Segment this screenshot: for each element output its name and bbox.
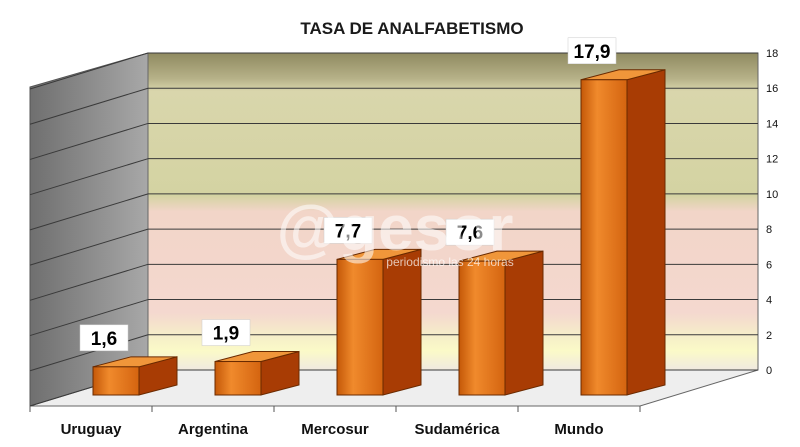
x-tick-label: Argentina [178,421,249,438]
x-tick-label: Uruguay [61,421,123,438]
x-tick-label: Mercosur [301,421,369,438]
y-tick-label: 8 [766,224,772,236]
data-label: 1,6 [91,329,117,350]
bar: 1,9 [201,319,300,396]
chart-title: TASA DE ANALFABETISMO [300,19,523,38]
data-label: 1,9 [213,324,239,345]
bar-front [458,260,506,396]
y-tick-label: 18 [766,48,778,60]
y-tick-label: 0 [766,365,772,377]
data-label: 7,6 [457,223,483,244]
side-gridline [29,122,149,160]
y-tick-label: 16 [766,83,778,95]
side-gridline [29,263,149,301]
side-gridline [29,334,149,372]
y-tick-label: 10 [766,189,778,201]
bar-side [626,69,666,396]
side-gridline [29,52,149,90]
y-axis: 0 2 4 6 8 10 12 14 16 18 [766,48,778,377]
data-label-box [567,37,617,65]
x-tick-label: Sudamérica [414,421,500,438]
y-tick-label: 2 [766,330,772,342]
bar-front [580,79,628,396]
x-tick-label: Mundo [554,421,603,438]
watermark-text: periodismo las 24 horas [386,255,513,269]
y-tick-label: 12 [766,154,778,166]
side-gridline [29,193,149,231]
bar-side [382,248,422,396]
watermark-logo: @gesor [277,192,514,264]
data-label-box [201,319,251,346]
side-gridline [29,158,149,196]
data-label-box [445,218,495,246]
bar-front [214,361,262,396]
y-tick-label: 4 [766,295,772,307]
bar-front [92,366,140,396]
watermark: @gesor periodismo las 24 horas [277,192,514,269]
bar: 1,6 [79,324,178,396]
bars: 1,6 1,9 7,7 7,6 17,9 [79,37,666,396]
x-axis: Uruguay Argentina Mercosur Sudamérica Mundo [29,406,641,438]
data-label: 7,7 [335,221,361,242]
bar: 7,6 [445,218,544,396]
side-gridline [29,299,149,337]
bar: 17,9 [567,37,666,396]
data-label: 17,9 [574,42,611,63]
bar: 7,7 [323,217,422,396]
side-gridline [29,228,149,266]
y-tick-label: 6 [766,259,772,271]
data-label-box [79,324,129,352]
side-gridline [29,87,149,125]
bar-front [336,258,384,396]
bar-side [504,250,544,396]
y-tick-label: 14 [766,118,778,130]
data-label-box [323,217,373,244]
